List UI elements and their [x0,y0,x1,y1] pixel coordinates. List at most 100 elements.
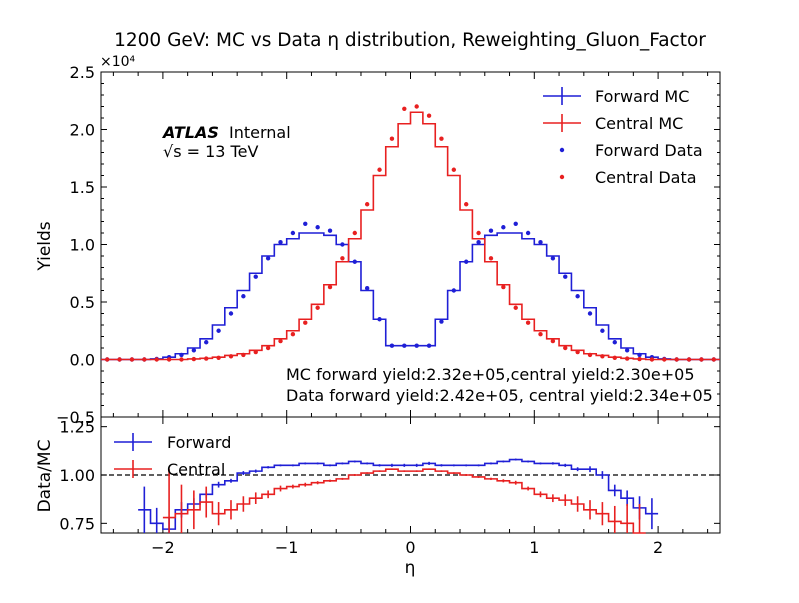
atlas-label-bold: ATLAS [161,123,219,142]
x-tick-label: 2 [653,538,663,557]
data-point-forward-data [464,259,469,264]
main-y-tick-label: 1.0 [70,236,95,255]
ratio-y-tick-label: 1.25 [59,418,95,437]
data-point-forward-data [575,294,580,299]
data-point-central-data [129,357,135,362]
data-point-central-data [352,230,357,236]
data-point-central-data [154,357,159,362]
data-point-forward-data [191,348,197,353]
data-point-forward-data [488,228,494,233]
data-point-central-data [265,345,271,351]
legend-label: Forward MC [595,87,689,106]
data-point-central-data [711,357,717,362]
data-point-forward-data [303,221,308,226]
data-point-forward-data [352,259,357,264]
data-point-central-data [439,136,444,141]
ratio-legend-label: Forward [167,433,231,452]
ratio-ylabel: Data/MC [35,440,55,513]
legend-dot-marker [559,147,565,153]
ratio-y-ticks: 0.75 1.00 1.25 [59,418,720,533]
data-point-central-data [278,338,283,344]
data-point-forward-data [476,240,481,245]
chart-title: 1200 GeV: MC vs Data η distribution, Rew… [114,30,706,51]
data-point-central-data [575,349,580,355]
main-y-tick-label: 0.0 [70,351,95,370]
data-point-central-data [563,345,568,351]
data-point-central-data [538,332,543,337]
data-point-central-data [228,354,234,359]
data-point-central-data [513,305,518,310]
data-point-central-data [587,352,593,358]
main-y-tick-label: 2.5 [70,63,95,82]
data-point-forward-data [426,343,432,348]
data-point-forward-data [414,343,419,348]
data-point-central-data [117,357,122,362]
ratio-legend-label: Central [167,460,225,479]
data-point-forward-data [389,343,395,348]
data-point-central-data [476,230,481,236]
data-point-central-data [451,167,457,172]
data-point-central-data [674,357,679,362]
data-point-forward-data [315,225,320,230]
main-y-tick-label: 0.5 [70,293,95,312]
data-point-forward-data [637,352,642,358]
data-point-central-data [464,202,469,207]
ratio-legend: Forward Central [114,433,231,479]
main-ylabel: Yields [35,221,55,271]
data-point-forward-data [501,225,506,230]
data-point-central-data [501,284,506,290]
minor-ticks [101,72,720,533]
data-point-central-data [327,284,333,290]
data-point-central-data [637,356,642,362]
legend-label: Central Data [595,168,697,187]
data-point-forward-data [327,228,333,233]
x-tick-label: −2 [151,538,175,557]
main-series-group [101,104,720,362]
x-tick-label: −1 [275,538,299,557]
data-point-central-data [488,256,494,261]
data-point-forward-data [587,311,593,316]
data-point-forward-data [402,343,407,348]
data-point-forward-data [451,288,457,293]
x-tick-label: 1 [529,538,539,557]
data-point-central-data [414,104,419,109]
legend-label: Central MC [595,114,683,133]
data-point-forward-data [216,328,221,333]
data-point-forward-data [364,286,370,291]
data-point-central-data [104,357,110,362]
energy-label: √s = 13 TeV [163,142,258,161]
mc-yield-annotation: MC forward yield:2.32e+05,central yield:… [286,365,695,384]
data-point-central-data [402,106,407,112]
data-point-central-data [612,355,617,360]
legend-label: Forward Data [595,141,703,160]
data-point-central-data [699,357,704,362]
data-point-forward-data [513,221,518,226]
data-point-central-data [216,355,221,360]
data-point-central-data [303,320,308,325]
data-point-forward-data [439,319,444,324]
data-point-central-data [377,167,382,172]
data-point-central-data [662,357,667,362]
atlas-label: ATLAS Internal [161,123,291,142]
data-point-central-data [364,202,370,207]
main-y-tick-label: 1.5 [70,178,95,197]
data-point-forward-data [340,242,345,247]
data-point-central-data [241,352,246,358]
data-point-central-data [624,356,630,361]
x-ticks: −2 −1 0 1 2 [151,72,663,557]
data-point-forward-data [538,240,543,245]
data-point-forward-data [612,340,617,345]
data-point-central-data [550,338,556,344]
data-point-central-data [142,357,147,362]
data-point-central-data [204,356,209,361]
data-point-forward-data [228,311,234,316]
legend-dot-marker [559,174,565,180]
data-point-forward-data [265,256,271,261]
ratio-series-group [138,458,659,534]
data-point-forward-data [179,352,184,358]
series-forward-mc [101,232,720,361]
y-scale-exponent: ×10⁴ [100,54,136,70]
data-point-central-data [315,305,320,310]
